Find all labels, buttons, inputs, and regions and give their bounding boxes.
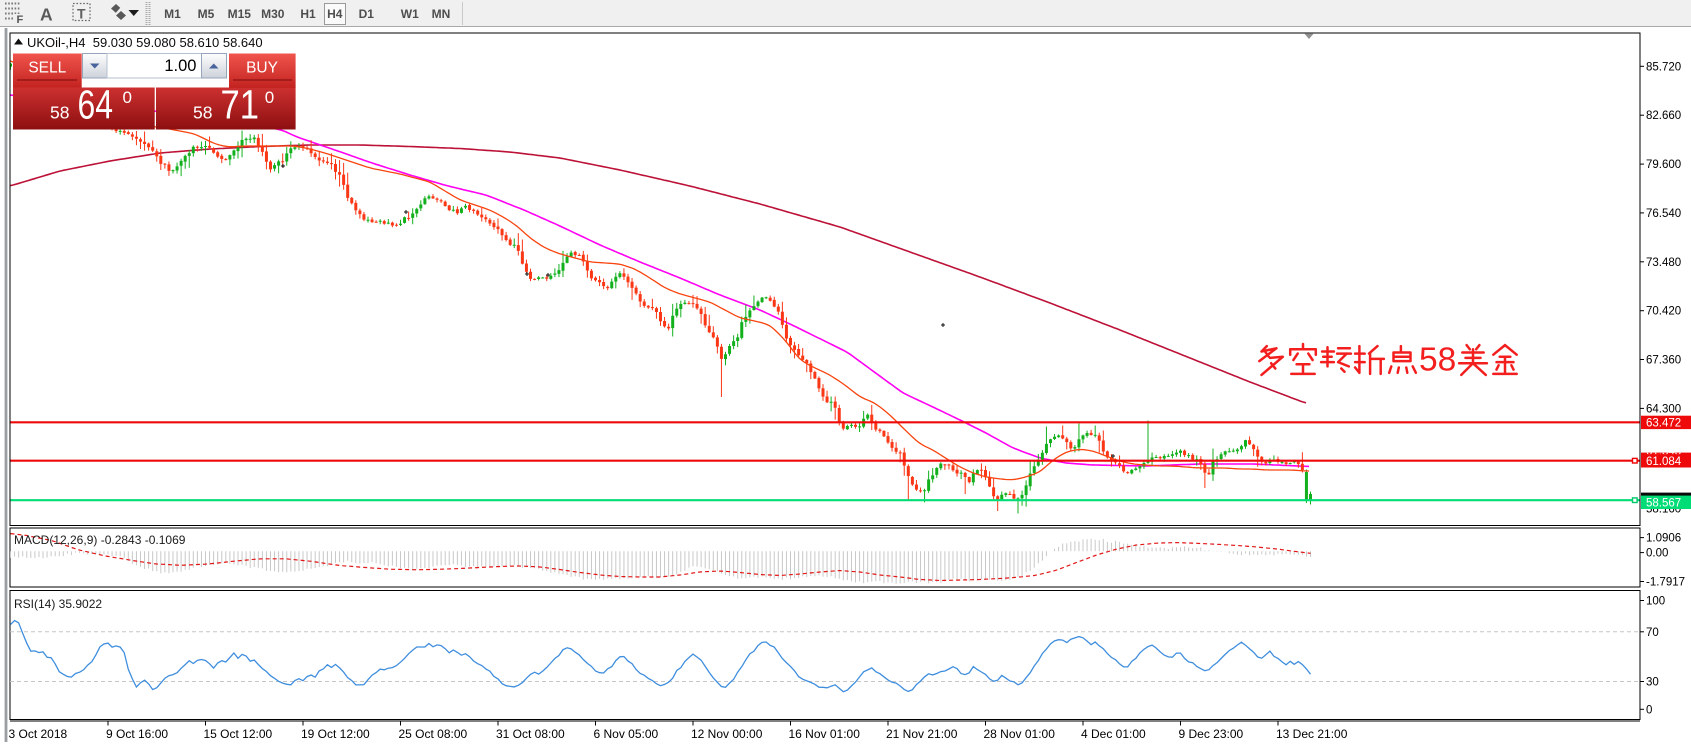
svg-text:M15: M15 — [228, 7, 252, 21]
svg-text:0: 0 — [123, 88, 132, 107]
svg-text:H1: H1 — [300, 7, 316, 21]
svg-text:16 Nov 01:00: 16 Nov 01:00 — [789, 727, 861, 741]
svg-text:25 Oct 08:00: 25 Oct 08:00 — [399, 727, 468, 741]
svg-text:19 Oct 12:00: 19 Oct 12:00 — [301, 727, 370, 741]
svg-text:F: F — [17, 14, 24, 26]
svg-text:RSI(14) 35.9022: RSI(14) 35.9022 — [14, 597, 102, 611]
svg-text:1.00: 1.00 — [164, 57, 196, 75]
svg-text:0: 0 — [1646, 704, 1652, 716]
svg-text:H4: H4 — [327, 7, 343, 21]
svg-text:61.084: 61.084 — [1646, 456, 1682, 468]
svg-text:9 Dec 23:00: 9 Dec 23:00 — [1179, 727, 1244, 741]
svg-text:58: 58 — [1419, 342, 1456, 379]
svg-text:79.600: 79.600 — [1646, 159, 1681, 171]
svg-text:T: T — [77, 6, 86, 22]
svg-text:58.567: 58.567 — [1646, 497, 1681, 509]
svg-text:M5: M5 — [198, 7, 215, 21]
svg-text:71: 71 — [221, 82, 260, 128]
svg-text:100: 100 — [1646, 596, 1665, 608]
svg-text:70: 70 — [1646, 627, 1659, 639]
svg-text:13 Dec 21:00: 13 Dec 21:00 — [1276, 727, 1348, 741]
svg-text:63.472: 63.472 — [1646, 417, 1681, 429]
svg-text:12 Nov 00:00: 12 Nov 00:00 — [691, 727, 763, 741]
svg-text:76.540: 76.540 — [1646, 208, 1681, 220]
svg-text:30: 30 — [1646, 677, 1659, 689]
svg-text:58: 58 — [193, 103, 212, 123]
svg-text:73.480: 73.480 — [1646, 257, 1681, 269]
svg-text:M30: M30 — [261, 7, 285, 21]
svg-text:0.00: 0.00 — [1646, 548, 1668, 560]
svg-text:64: 64 — [78, 82, 114, 128]
svg-text:31 Oct 08:00: 31 Oct 08:00 — [496, 727, 565, 741]
svg-text:64.300: 64.300 — [1646, 403, 1681, 415]
svg-text:UKOil-,H4 59.030 59.080 58.61: UKOil-,H4 59.030 59.080 58.610 58.640 — [27, 35, 263, 50]
svg-text:0: 0 — [265, 88, 274, 107]
svg-text:67.360: 67.360 — [1646, 355, 1681, 367]
svg-text:21 Nov 21:00: 21 Nov 21:00 — [886, 727, 958, 741]
svg-text:A: A — [40, 5, 53, 25]
svg-text:D1: D1 — [359, 7, 375, 21]
svg-text:-1.7917: -1.7917 — [1646, 577, 1685, 589]
svg-text:15 Oct 12:00: 15 Oct 12:00 — [204, 727, 273, 741]
svg-text:SELL: SELL — [28, 60, 66, 77]
svg-text:28 Nov 01:00: 28 Nov 01:00 — [984, 727, 1056, 741]
svg-text:3 Oct 2018: 3 Oct 2018 — [9, 727, 68, 741]
svg-text:M1: M1 — [164, 7, 181, 21]
svg-text:6 Nov 05:00: 6 Nov 05:00 — [594, 727, 659, 741]
svg-text:1.0906: 1.0906 — [1646, 533, 1681, 545]
svg-text:82.660: 82.660 — [1646, 110, 1681, 122]
svg-text:W1: W1 — [401, 7, 419, 21]
svg-text:70.420: 70.420 — [1646, 306, 1681, 318]
svg-text:MACD(12,26,9) -0.2843 -0.1069: MACD(12,26,9) -0.2843 -0.1069 — [14, 533, 186, 547]
svg-text:9 Oct 16:00: 9 Oct 16:00 — [106, 727, 168, 741]
svg-text:BUY: BUY — [246, 60, 278, 77]
svg-text:4 Dec 01:00: 4 Dec 01:00 — [1081, 727, 1146, 741]
svg-text:85.720: 85.720 — [1646, 61, 1681, 73]
svg-text:MN: MN — [432, 7, 451, 21]
svg-text:58: 58 — [50, 103, 69, 123]
